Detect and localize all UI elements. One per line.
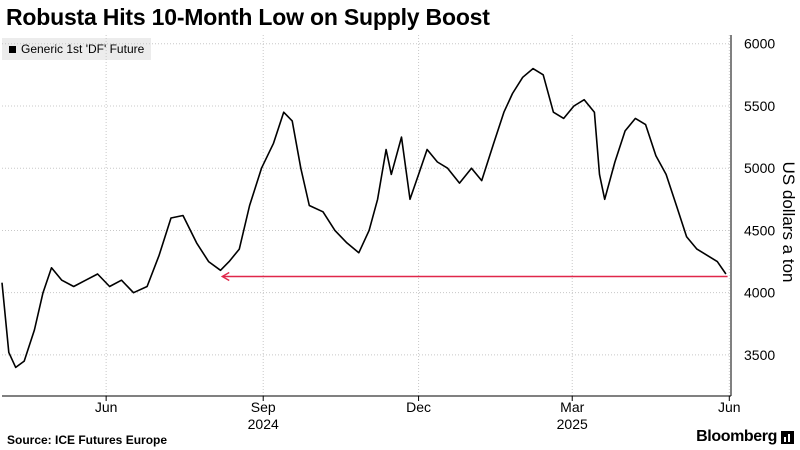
x-tick-label: Mar <box>560 399 584 415</box>
y-tick-label: 5500 <box>744 98 775 114</box>
y-tick-label: 3500 <box>744 347 775 363</box>
x-year-label: 2024 <box>248 416 279 432</box>
y-tick-label: 6000 <box>744 36 775 52</box>
y-tick-label: 4500 <box>744 222 775 238</box>
y-axis-title: US dollars a ton <box>779 162 798 283</box>
source-note: Source: ICE Futures Europe <box>7 433 168 447</box>
legend-entry: Generic 1st 'DF' Future <box>21 42 145 56</box>
y-tick-label: 5000 <box>744 160 775 176</box>
low-arrow-head <box>220 271 230 282</box>
x-tick-label: Sep <box>251 399 276 415</box>
x-tick-label: Jun <box>95 399 118 415</box>
brand-logo: Bloomberg <box>696 428 794 446</box>
chart-title: Robusta Hits 10-Month Low on Supply Boos… <box>6 4 490 30</box>
x-year-label: 2025 <box>557 416 588 432</box>
y-tick-label: 4000 <box>744 285 775 301</box>
bloomberg-bars-icon <box>781 430 794 444</box>
brand-name: Bloomberg <box>696 428 777 445</box>
price-line <box>1 67 727 369</box>
legend-swatch <box>9 45 16 53</box>
x-tick-label: Jun <box>718 399 741 415</box>
x-tick-label: Dec <box>406 399 431 415</box>
